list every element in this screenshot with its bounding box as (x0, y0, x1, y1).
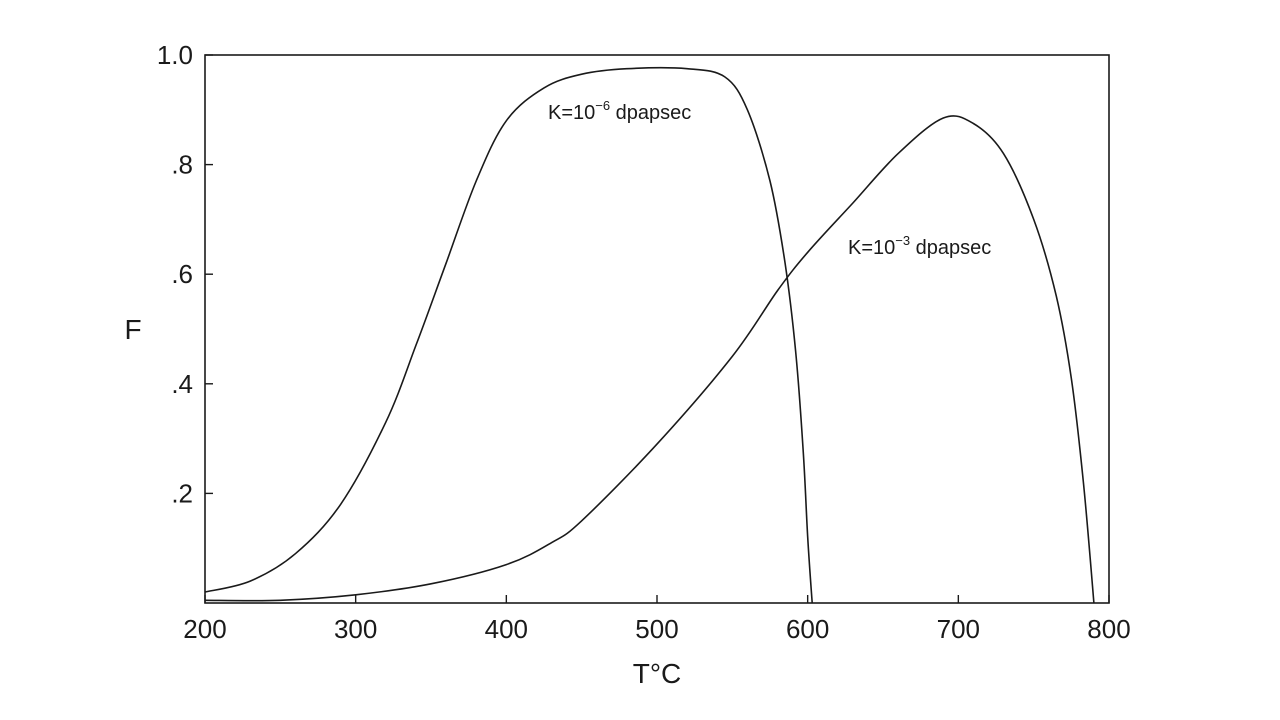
x-axis: 200 300 400 500 600 700 800 (183, 595, 1131, 644)
y-tick-label: 1.0 (157, 40, 193, 70)
x-axis-title: T°C (633, 658, 682, 689)
series-label-k-1e-6: K=10−6 dpapsec (548, 98, 691, 124)
series-label-k-1e-3: K=10−3 dpapsec (848, 233, 991, 259)
series-group (204, 67, 1095, 604)
y-tick-label: .6 (171, 259, 193, 289)
series-line-2 (204, 115, 1095, 604)
x-tick-label: 700 (937, 614, 980, 644)
x-tick-label: 500 (635, 614, 678, 644)
series-line-1 (204, 67, 813, 604)
plot-frame (204, 54, 1110, 604)
y-axis-title: F (124, 314, 141, 345)
x-tick-label: 300 (334, 614, 377, 644)
y-tick-label: .2 (171, 478, 193, 508)
x-tick-label: 600 (786, 614, 829, 644)
x-tick-label: 200 (183, 614, 226, 644)
y-axis: .2 .4 .6 .8 1.0 (157, 40, 213, 508)
y-tick-label: .4 (171, 369, 193, 399)
y-tick-label: .8 (171, 150, 193, 180)
x-tick-label: 400 (485, 614, 528, 644)
x-tick-label: 800 (1087, 614, 1130, 644)
